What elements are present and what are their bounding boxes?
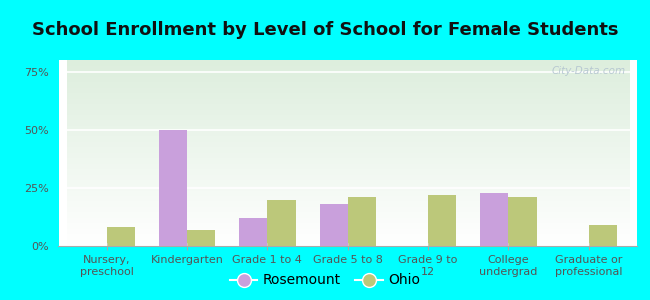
- Bar: [480, 193, 508, 246]
- Bar: [348, 197, 376, 246]
- Bar: [320, 204, 348, 246]
- Bar: [159, 130, 187, 246]
- Bar: [589, 225, 617, 246]
- Bar: [239, 218, 267, 246]
- Text: City-Data.com: City-Data.com: [551, 66, 625, 76]
- Bar: [187, 230, 215, 246]
- Legend: Rosemount, Ohio: Rosemount, Ohio: [224, 268, 426, 293]
- Bar: [107, 227, 135, 246]
- Bar: [428, 195, 456, 246]
- Bar: [267, 200, 296, 246]
- Bar: [508, 197, 536, 246]
- Text: School Enrollment by Level of School for Female Students: School Enrollment by Level of School for…: [32, 21, 618, 39]
